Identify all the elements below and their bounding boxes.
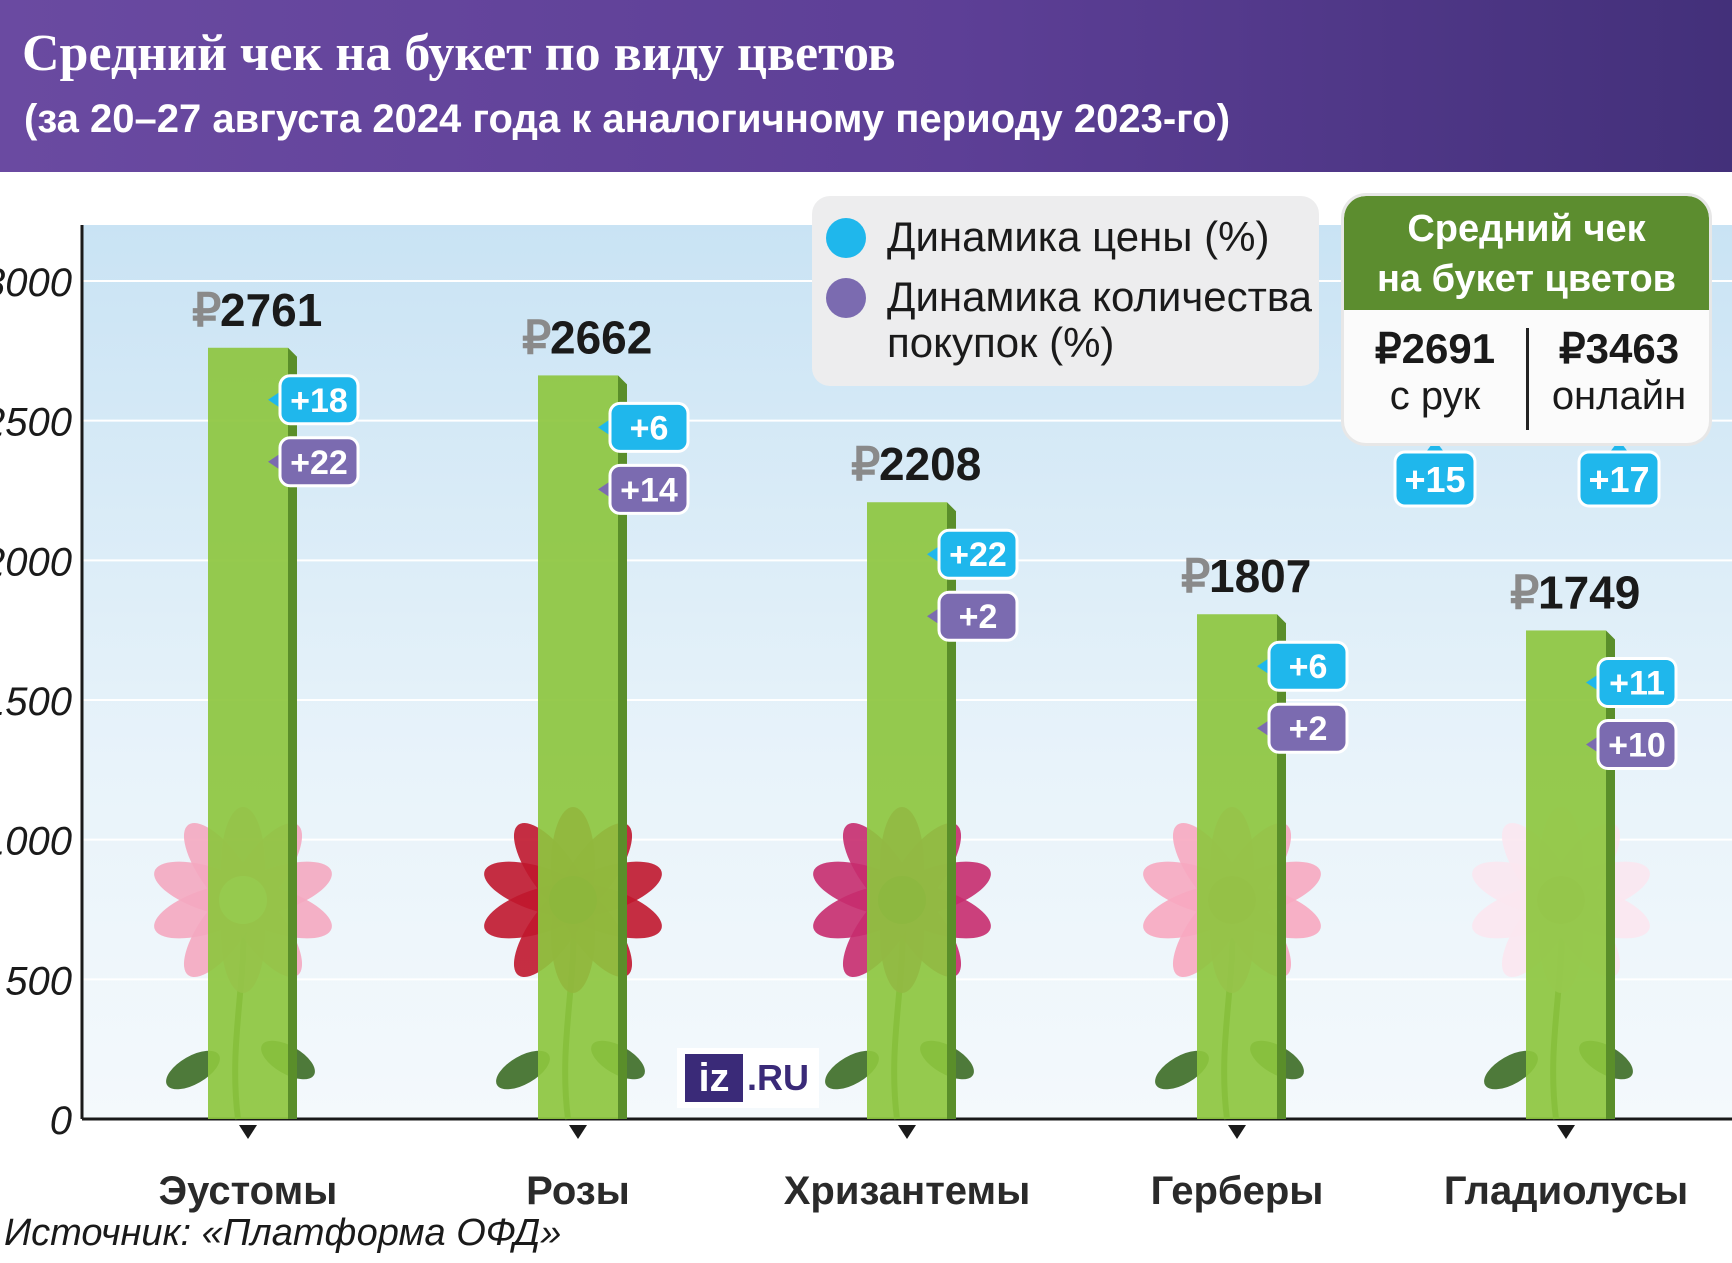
quantity-change-badge-4-box: [1596, 718, 1678, 770]
price-change-badge-0: +18: [290, 382, 348, 420]
x-tick-3: [1228, 1125, 1246, 1139]
summary-heading-line1: Средний чек: [1407, 208, 1646, 250]
quantity-change-badge-3: +2: [1289, 710, 1328, 748]
x-tick-label-4: Гладиолусы: [1444, 1169, 1688, 1213]
y-tick-label-1500: 1500: [0, 680, 72, 724]
online-value: ₽3463: [1558, 325, 1680, 372]
price-change-badge-1: +6: [630, 409, 669, 447]
offline-label: с рук: [1389, 374, 1481, 418]
offline-change-badge-box: [1393, 450, 1477, 508]
online-change-badge-pointer: [1610, 440, 1628, 452]
quantity-change-badge-0: +22: [290, 444, 348, 482]
quantity-change-badge-3-box: [1267, 702, 1349, 754]
price-change-badge-4: +11: [1609, 664, 1665, 702]
x-tick-4: [1557, 1125, 1575, 1139]
quantity-legend-dot: [826, 278, 866, 318]
page-subtitle: (за 20–27 августа 2024 года к аналогично…: [24, 97, 1231, 141]
bar-currency-3: ₽: [1181, 550, 1210, 602]
bar-currency-0: ₽: [192, 284, 221, 336]
summary-heading: Средний чек на букет цветов: [1344, 196, 1709, 310]
summary-heading-line2: на букет цветов: [1376, 258, 1677, 300]
price-change-badge-2-pointer: [927, 546, 939, 563]
bar-side-2: [947, 502, 956, 1119]
legend: Динамика цены (%) Динамика количества по…: [812, 196, 1319, 386]
legend-quantity-label-1: Динамика количества: [887, 273, 1313, 320]
y-tick-label-2000: 2000: [0, 540, 72, 584]
bar-value-label-2: 2208: [879, 438, 981, 490]
y-tick-label-1000: 1000: [0, 820, 72, 864]
summary-box: Средний чек на букет цветов ₽2691 с рук …: [1344, 196, 1709, 443]
bar-side-0: [288, 347, 297, 1119]
quantity-change-badge-2-box: [937, 590, 1019, 642]
bar-1: [538, 375, 618, 1119]
bar-value-label-0: 2761: [220, 284, 322, 336]
price-change-badge-2: +22: [949, 536, 1007, 574]
quantity-change-badge-2-pointer: [927, 608, 939, 625]
quantity-change-badge-1: +14: [620, 471, 678, 509]
source-note: Источник: «Платформа ОФД»: [4, 1212, 562, 1254]
bar-2: [867, 502, 947, 1119]
quantity-change-badge-0-pointer: [268, 453, 280, 470]
summary-divider: [1526, 328, 1529, 430]
quantity-change-badge-3-pointer: [1257, 720, 1269, 737]
legend-quantity-label-2: покупок (%): [887, 319, 1115, 366]
x-tick-2: [898, 1125, 916, 1139]
y-tick-label-2500: 2500: [0, 401, 72, 445]
price-change-badge-3-box: [1267, 640, 1349, 692]
bar-value-label-4: 1749: [1538, 566, 1640, 618]
quantity-change-badge-1-pointer: [598, 481, 610, 498]
quantity-change-badge-2: +2: [959, 598, 998, 636]
bar-value-label-3: 1807: [1209, 550, 1311, 602]
y-tick-label-0: 0: [50, 1099, 72, 1143]
bar-currency-2: ₽: [851, 438, 880, 490]
quantity-change-badge-4-pointer: [1586, 736, 1598, 753]
price-change-badge-3: +6: [1289, 648, 1328, 686]
x-tick-label-1: Розы: [526, 1169, 630, 1213]
bar-currency-1: ₽: [522, 311, 551, 363]
price-change-badge-0-pointer: [268, 391, 280, 408]
quantity-change-badge-0-box: [278, 436, 360, 488]
bar-value-label-1: 2662: [550, 311, 652, 363]
price-change-badge-1-pointer: [598, 419, 610, 436]
legend-price-label: Динамика цены (%): [887, 213, 1270, 260]
bar-currency-4: ₽: [1510, 566, 1539, 618]
bar-4: [1526, 630, 1606, 1119]
online-label: онлайн: [1551, 374, 1687, 418]
x-tick-0: [239, 1125, 257, 1139]
price-change-badge-0-box: [278, 374, 360, 426]
logo-iz: iz: [685, 1054, 743, 1102]
offline-change-badge-pointer: [1426, 440, 1444, 452]
online-change-badge: +17: [1588, 459, 1649, 500]
online-change-badge-box: [1577, 450, 1661, 508]
price-change-badge-4-box: [1596, 656, 1678, 708]
y-tick-label-3000: 3000: [0, 261, 72, 305]
price-legend-dot: [826, 218, 866, 258]
price-change-badge-2-box: [937, 528, 1019, 580]
page-title: Средний чек на букет по виду цветов: [22, 25, 896, 82]
iz-ru-logo: iz .RU: [677, 1048, 819, 1108]
header-banner: Средний чек на букет по виду цветов (за …: [0, 0, 1732, 172]
bar-side-1: [618, 375, 627, 1119]
bar-3: [1197, 614, 1277, 1119]
price-change-badge-3-pointer: [1257, 658, 1269, 675]
offline-value: ₽2691: [1374, 325, 1496, 372]
price-change-badge-1-box: [608, 401, 690, 453]
offline-change-badge: +15: [1404, 459, 1465, 500]
quantity-change-badge-4: +10: [1608, 726, 1666, 764]
price-change-badge-4-pointer: [1586, 674, 1598, 691]
quantity-change-badge-1-box: [608, 463, 690, 515]
x-tick-label-0: Эустомы: [159, 1169, 338, 1213]
x-tick-label-3: Герберы: [1151, 1169, 1324, 1213]
y-tick-label-500: 500: [5, 959, 72, 1003]
x-tick-label-2: Хризантемы: [784, 1169, 1031, 1213]
logo-ru: .RU: [747, 1057, 809, 1098]
x-tick-1: [569, 1125, 587, 1139]
bar-0: [208, 347, 288, 1119]
